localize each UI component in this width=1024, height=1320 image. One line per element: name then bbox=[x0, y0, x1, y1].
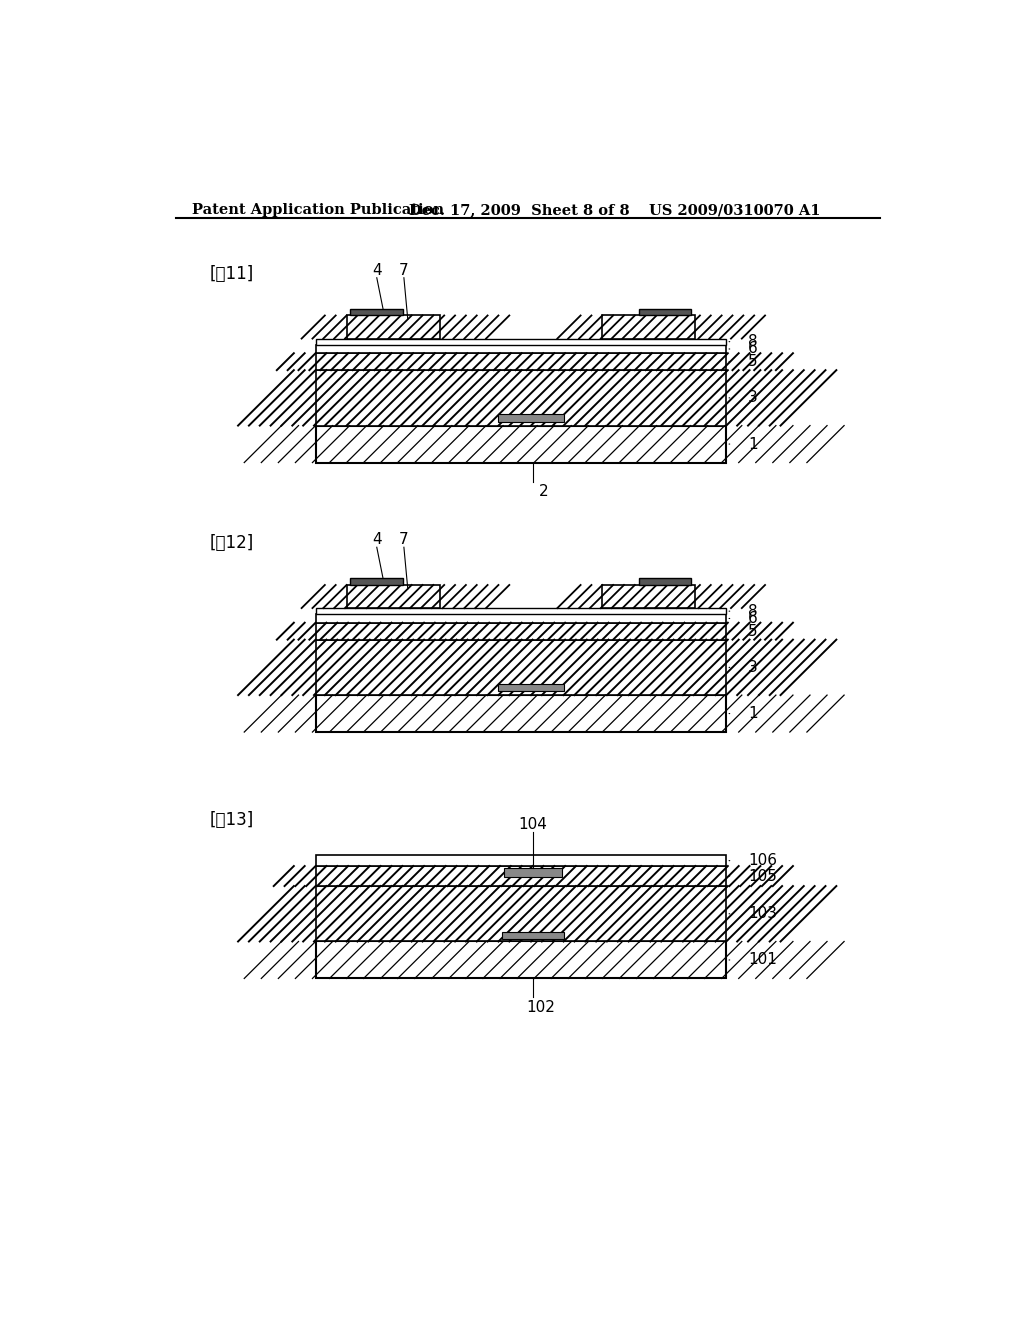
Text: 4: 4 bbox=[372, 263, 382, 277]
Bar bbox=[504, 867, 562, 876]
Text: 7: 7 bbox=[399, 263, 409, 277]
Bar bbox=[315, 614, 726, 623]
Text: 8: 8 bbox=[748, 334, 758, 350]
Text: 5: 5 bbox=[748, 354, 758, 370]
Bar bbox=[315, 640, 726, 696]
Bar bbox=[346, 315, 439, 339]
Bar bbox=[346, 315, 439, 339]
Bar bbox=[315, 640, 726, 696]
Bar bbox=[346, 585, 439, 609]
Bar bbox=[315, 886, 726, 941]
Text: 105: 105 bbox=[748, 869, 777, 883]
Bar bbox=[315, 339, 726, 345]
Text: 103: 103 bbox=[748, 907, 777, 921]
Bar bbox=[602, 315, 695, 339]
Bar bbox=[315, 425, 726, 462]
Bar bbox=[315, 370, 726, 425]
Text: 5: 5 bbox=[748, 623, 758, 639]
Bar bbox=[602, 585, 695, 609]
Bar bbox=[315, 354, 726, 370]
Text: 101: 101 bbox=[748, 953, 777, 968]
Text: 8: 8 bbox=[748, 603, 758, 619]
Bar bbox=[315, 696, 726, 733]
Bar bbox=[315, 354, 726, 370]
Bar bbox=[315, 941, 726, 978]
Bar bbox=[639, 309, 691, 315]
Bar bbox=[639, 578, 691, 585]
Text: Patent Application Publication: Patent Application Publication bbox=[191, 203, 443, 216]
Bar bbox=[315, 696, 726, 733]
Text: [囲11]: [囲11] bbox=[209, 264, 254, 282]
Bar bbox=[346, 585, 439, 609]
Bar bbox=[350, 578, 403, 585]
Text: 3: 3 bbox=[748, 660, 758, 675]
Bar bbox=[315, 855, 726, 866]
Bar bbox=[498, 414, 563, 422]
Text: 104: 104 bbox=[518, 817, 547, 832]
Bar bbox=[315, 623, 726, 640]
Text: [囲13]: [囲13] bbox=[209, 812, 254, 829]
Bar bbox=[315, 866, 726, 886]
Text: 6: 6 bbox=[748, 342, 758, 356]
Bar bbox=[502, 932, 563, 940]
Text: US 2009/0310070 A1: US 2009/0310070 A1 bbox=[649, 203, 820, 216]
Text: Dec. 17, 2009  Sheet 8 of 8: Dec. 17, 2009 Sheet 8 of 8 bbox=[409, 203, 629, 216]
Bar bbox=[315, 941, 726, 978]
Bar bbox=[350, 309, 403, 315]
Text: 7: 7 bbox=[399, 532, 409, 548]
Text: 1: 1 bbox=[748, 437, 758, 451]
Text: 102: 102 bbox=[526, 1001, 555, 1015]
Bar bbox=[315, 623, 726, 640]
Bar bbox=[315, 345, 726, 354]
Text: 1: 1 bbox=[748, 706, 758, 721]
Text: 106: 106 bbox=[748, 853, 777, 869]
Bar bbox=[498, 684, 563, 692]
Bar bbox=[602, 585, 695, 609]
Text: 6: 6 bbox=[748, 611, 758, 626]
Bar bbox=[315, 425, 726, 462]
Text: [囲12]: [囲12] bbox=[209, 535, 254, 552]
Text: 2: 2 bbox=[540, 484, 549, 499]
Text: 3: 3 bbox=[748, 391, 758, 405]
Bar bbox=[602, 315, 695, 339]
Bar bbox=[315, 886, 726, 941]
Bar bbox=[315, 866, 726, 886]
Bar bbox=[315, 370, 726, 425]
Text: 4: 4 bbox=[372, 532, 382, 548]
Bar bbox=[315, 609, 726, 614]
